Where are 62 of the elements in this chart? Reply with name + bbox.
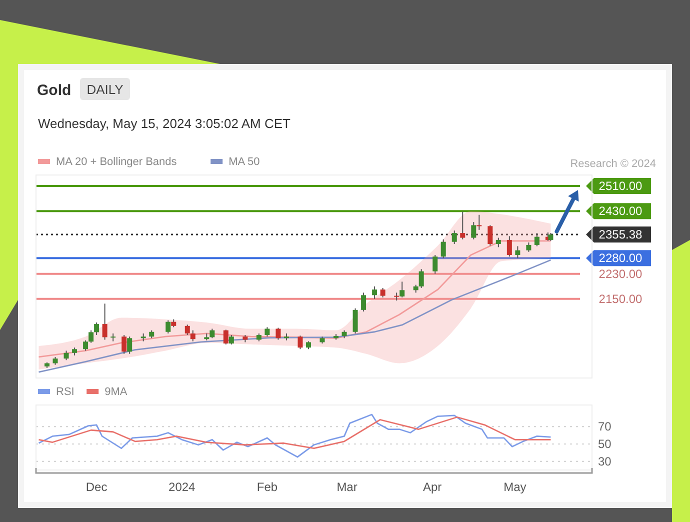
y-tick-label: 2150.00	[598, 292, 643, 306]
candlestick	[64, 350, 69, 361]
candlestick	[432, 254, 438, 274]
candlestick	[102, 303, 108, 340]
candlestick	[94, 322, 100, 336]
candlestick	[440, 238, 446, 259]
y-tick-label: 2355.38	[598, 227, 643, 242]
candlestick	[534, 232, 540, 247]
candlestick	[88, 330, 94, 344]
candlestick	[394, 292, 400, 301]
candlestick	[496, 237, 501, 248]
line-series	[38, 259, 552, 373]
candlestick	[471, 222, 476, 240]
y-tick-label: 2510.00	[598, 178, 643, 193]
text: DAILY	[86, 82, 124, 97]
legend-label: MA 50	[228, 156, 260, 168]
candlestick	[460, 211, 466, 240]
x-tick-label: Feb	[256, 480, 278, 494]
candlestick	[380, 287, 386, 298]
candlestick	[506, 236, 512, 258]
candlestick	[166, 320, 171, 334]
candlestick	[264, 326, 270, 338]
candlestick	[526, 242, 532, 252]
line-series	[38, 416, 552, 450]
candlestick	[452, 230, 457, 245]
candlestick	[476, 214, 482, 230]
y-tick-label: 2430.00	[598, 204, 643, 218]
candlestick	[83, 340, 88, 352]
candlestick	[210, 328, 215, 339]
x-tick-label: Apr	[423, 480, 442, 494]
candlestick	[352, 308, 358, 334]
candlestick	[122, 334, 127, 354]
candlestick	[110, 332, 116, 342]
x-tick-label: Mar	[336, 480, 358, 494]
legend-label: 9MA	[104, 386, 128, 398]
x-tick-label: Dec	[86, 480, 108, 494]
candlestick	[372, 286, 378, 300]
candlestick	[184, 324, 190, 336]
line-series	[38, 414, 552, 458]
legend-label: MA 20 + Bollinger Bands	[56, 156, 178, 168]
chart-title: Gold	[37, 82, 72, 99]
candlestick	[515, 246, 520, 259]
y-tick-label: 50	[598, 437, 612, 451]
candlestick	[228, 334, 234, 345]
candlestick	[298, 335, 303, 350]
candlestick	[276, 327, 281, 340]
y-tick-label: 2280.00	[598, 251, 643, 266]
candlestick	[190, 330, 196, 342]
candlestick	[223, 329, 228, 345]
y-tick-label: 2230.00	[598, 266, 643, 281]
text: Research © 2024	[570, 158, 656, 170]
candlestick	[400, 281, 405, 298]
x-tick-label: May	[504, 480, 526, 494]
candlestick	[418, 268, 424, 288]
x-tick-label: 2024	[168, 480, 196, 494]
y-tick-label: 70	[598, 420, 612, 434]
candlestick	[127, 336, 132, 354]
candlestick	[488, 224, 493, 246]
legend-label: RSI	[56, 386, 74, 398]
y-tick-label: 30	[598, 454, 612, 468]
text: Wednesday, May 15, 2024 3:05:02 AM CET	[38, 116, 290, 131]
candlestick	[361, 292, 366, 312]
